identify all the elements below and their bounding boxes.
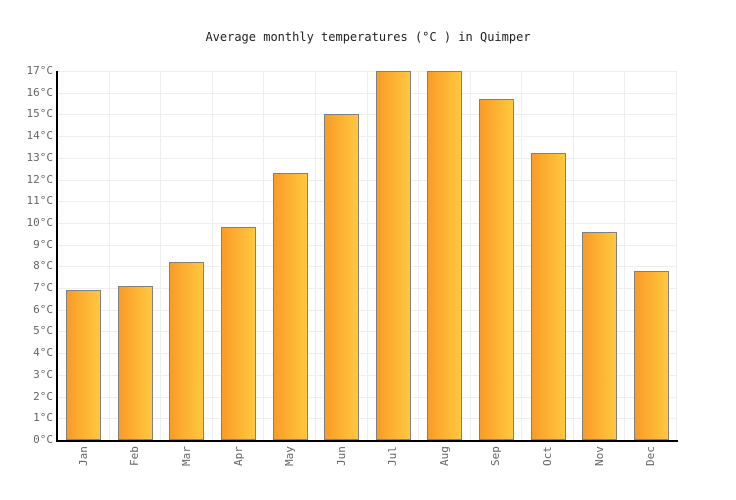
y-tick-label-2: 2°C xyxy=(33,389,53,403)
x-tick-label-jul: Jul xyxy=(386,446,400,466)
x-tick-label-may: May xyxy=(283,446,297,466)
y-tick-label-9: 9°C xyxy=(33,237,53,251)
x-tick-label-mar: Mar xyxy=(179,446,193,466)
bar-jun xyxy=(324,114,360,440)
y-tick-label-6: 6°C xyxy=(33,302,53,316)
bar-mar xyxy=(169,262,205,440)
x-tick-label-oct: Oct xyxy=(541,446,555,466)
bar-dec xyxy=(633,270,669,440)
v-gridline-4 xyxy=(263,71,265,440)
v-gridline-9 xyxy=(521,71,523,440)
bar-sep xyxy=(478,99,514,440)
x-tick-label-dec: Dec xyxy=(644,446,658,466)
y-tick-label-4: 4°C xyxy=(33,346,53,360)
y-tick-label-12: 12°C xyxy=(26,172,54,186)
h-gridline-13 xyxy=(58,157,677,159)
h-gridline-8 xyxy=(58,266,677,268)
y-tick-label-7: 7°C xyxy=(33,281,53,295)
v-gridline-1 xyxy=(108,71,110,440)
v-gridline-3 xyxy=(211,71,213,440)
bar-may xyxy=(272,173,308,440)
bar-oct xyxy=(530,153,566,440)
x-tick-label-jan: Jan xyxy=(76,446,90,466)
bar-aug xyxy=(427,71,463,440)
v-gridline-2 xyxy=(160,71,162,440)
y-tick-label-13: 13°C xyxy=(26,150,54,164)
h-gridline-4 xyxy=(58,353,677,355)
y-tick-label-3: 3°C xyxy=(33,367,53,381)
chart-title: Average monthly temperatures (°C ) in Qu… xyxy=(205,30,531,44)
v-gridline-11 xyxy=(624,71,626,440)
y-tick-label-8: 8°C xyxy=(33,259,53,273)
bar-feb xyxy=(117,285,153,440)
bar-nov xyxy=(582,231,618,440)
h-gridline-12 xyxy=(58,179,677,181)
h-gridline-7 xyxy=(58,288,677,290)
y-tick-label-10: 10°C xyxy=(26,215,54,229)
h-gridline-5 xyxy=(58,331,677,333)
bar-apr xyxy=(221,227,257,440)
y-tick-label-17: 17°C xyxy=(26,64,54,77)
y-axis-line xyxy=(56,71,58,442)
y-tick-label-0: 0°C xyxy=(33,433,53,446)
h-gridline-15 xyxy=(58,114,677,116)
x-axis-line xyxy=(56,440,678,442)
h-gridline-10 xyxy=(58,222,677,224)
bar-jul xyxy=(375,71,411,440)
y-tick-label-1: 1°C xyxy=(33,411,53,425)
h-gridline-14 xyxy=(58,136,677,138)
h-gridline-9 xyxy=(58,244,677,246)
h-gridline-6 xyxy=(58,309,677,311)
y-tick-label-16: 16°C xyxy=(26,85,54,99)
v-gridline-5 xyxy=(314,71,316,440)
h-gridline-11 xyxy=(58,201,677,203)
v-gridline-7 xyxy=(418,71,420,440)
h-gridline-1 xyxy=(58,418,677,420)
v-gridline-8 xyxy=(469,71,471,440)
x-tick-label-feb: Feb xyxy=(128,446,142,466)
y-tick-label-14: 14°C xyxy=(26,129,54,143)
v-gridline-12 xyxy=(676,71,677,440)
x-tick-label-aug: Aug xyxy=(437,446,451,466)
x-tick-label-apr: Apr xyxy=(231,446,245,466)
h-gridline-17 xyxy=(58,71,677,72)
x-tick-label-nov: Nov xyxy=(592,446,606,466)
y-tick-label-15: 15°C xyxy=(26,107,54,121)
x-tick-label-sep: Sep xyxy=(489,446,503,466)
x-tick-label-jun: Jun xyxy=(334,446,348,466)
v-gridline-10 xyxy=(572,71,574,440)
h-gridline-3 xyxy=(58,374,677,376)
h-gridline-16 xyxy=(58,92,677,94)
v-gridline-6 xyxy=(366,71,368,440)
bar-jan xyxy=(66,290,102,440)
plot-area xyxy=(58,71,677,440)
y-tick-label-5: 5°C xyxy=(33,324,53,338)
y-tick-label-11: 11°C xyxy=(26,194,54,208)
h-gridline-2 xyxy=(58,396,677,398)
